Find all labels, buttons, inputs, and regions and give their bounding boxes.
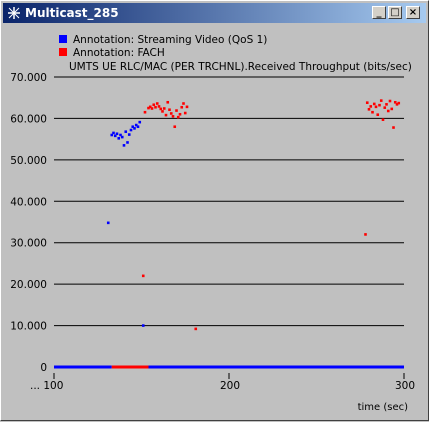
x-tick-label: 200	[220, 380, 240, 392]
data-point-0	[122, 144, 126, 147]
data-point-1	[155, 102, 159, 105]
data-point-0	[112, 131, 115, 135]
chart-title: UMTS UE RLC/MAC (PER TRCHNL).Received Th…	[69, 61, 412, 73]
y-tick-label: 40.000	[10, 196, 47, 208]
data-point-0	[129, 128, 133, 132]
data-point-1	[164, 113, 168, 117]
data-point-1	[386, 109, 390, 113]
data-point-0	[117, 137, 121, 140]
data-point-1	[183, 111, 187, 115]
data-point-1	[388, 99, 392, 103]
data-point-1	[152, 103, 156, 107]
data-point-1	[365, 101, 369, 104]
data-point-0	[126, 141, 129, 144]
y-tick-label: 10.000	[10, 321, 47, 333]
data-point-1	[194, 327, 198, 331]
data-point-1	[182, 102, 185, 105]
scatter-chart: Annotation: Streaming Video (QoS 1)Annot…	[10, 34, 415, 413]
y-tick-label: 0	[40, 362, 47, 374]
data-point-0	[141, 324, 145, 327]
y-axis-ticks: 0 10.000 20.000 30.000 40.000 50.000 60.000 70.…	[10, 72, 47, 374]
legend-swatch-1	[59, 48, 67, 56]
data-point-0	[133, 127, 136, 130]
data-point-1	[168, 108, 171, 112]
data-point-0	[131, 125, 135, 129]
data-point-0	[138, 120, 142, 124]
legend-swatch-0	[59, 35, 67, 43]
maximize-button[interactable]: □	[388, 6, 402, 19]
y-tick-label: 50.000	[10, 155, 47, 167]
data-point-1	[185, 105, 189, 109]
data-point-1	[147, 106, 150, 110]
title-bar[interactable]: Multicast_285 _ □ ×	[3, 3, 426, 23]
y-tick-label: 30.000	[10, 238, 47, 250]
data-point-1	[166, 100, 170, 104]
data-point-1	[372, 102, 376, 106]
y-tick-label: 60.000	[10, 113, 47, 125]
data-point-0	[106, 221, 110, 225]
data-point-1	[371, 110, 374, 114]
data-point-1	[392, 126, 395, 129]
data-point-1	[176, 115, 180, 119]
data-point-1	[175, 109, 178, 112]
data-points	[106, 99, 401, 331]
data-point-1	[385, 103, 388, 106]
minimize-button[interactable]: _	[372, 6, 386, 19]
data-point-1	[159, 107, 163, 111]
data-point-1	[157, 105, 161, 108]
data-point-0	[113, 134, 117, 138]
data-point-1	[143, 110, 147, 114]
data-point-1	[381, 118, 385, 121]
data-point-1	[161, 110, 164, 113]
app-icon	[8, 7, 20, 19]
x-tick-label: 300	[395, 380, 415, 392]
data-point-1	[390, 107, 394, 111]
data-point-1	[162, 107, 166, 110]
data-point-0	[136, 125, 140, 129]
data-point-1	[374, 105, 378, 109]
data-point-1	[397, 101, 401, 105]
plot-area: Annotation: Streaming Video (QoS 1) Annot…	[5, 25, 426, 418]
data-point-1	[154, 105, 157, 109]
data-point-1	[376, 113, 380, 116]
data-point-1	[150, 107, 154, 110]
legend-label-0: Annotation: Streaming Video (QoS 1)	[73, 34, 267, 46]
data-point-1	[364, 233, 367, 236]
data-point-0	[110, 133, 114, 137]
data-point-0	[120, 135, 124, 139]
data-point-1	[141, 274, 145, 278]
data-point-1	[180, 105, 184, 109]
legend-label-1: Annotation: FACH	[73, 47, 165, 59]
data-point-1	[393, 100, 397, 104]
data-point-1	[379, 99, 383, 102]
legend: Annotation: Streaming Video (QoS 1)Annot…	[59, 34, 267, 59]
y-tick-label: 20.000	[10, 279, 47, 291]
data-point-1	[395, 103, 399, 106]
grid-lines	[54, 76, 404, 327]
data-point-1	[148, 105, 152, 109]
data-point-1	[378, 103, 381, 107]
data-point-0	[127, 133, 131, 136]
data-point-1	[171, 115, 175, 118]
data-point-0	[134, 123, 138, 127]
x-axis-label: time (sec)	[358, 402, 409, 413]
x-tick-label: ... 100	[30, 380, 63, 392]
data-point-1	[383, 106, 387, 109]
data-point-0	[119, 133, 122, 137]
data-point-1	[178, 112, 182, 116]
x-axis-ticks: ... 100 200 300	[30, 373, 415, 392]
data-point-0	[115, 132, 119, 136]
y-tick-label: 70.000	[10, 72, 47, 84]
close-button[interactable]: ×	[406, 6, 420, 19]
data-point-0	[124, 130, 128, 133]
data-point-1	[173, 125, 177, 129]
data-point-1	[169, 112, 173, 115]
window-title: Multicast_285	[25, 6, 119, 20]
data-point-1	[367, 108, 371, 111]
data-point-1	[369, 105, 373, 108]
